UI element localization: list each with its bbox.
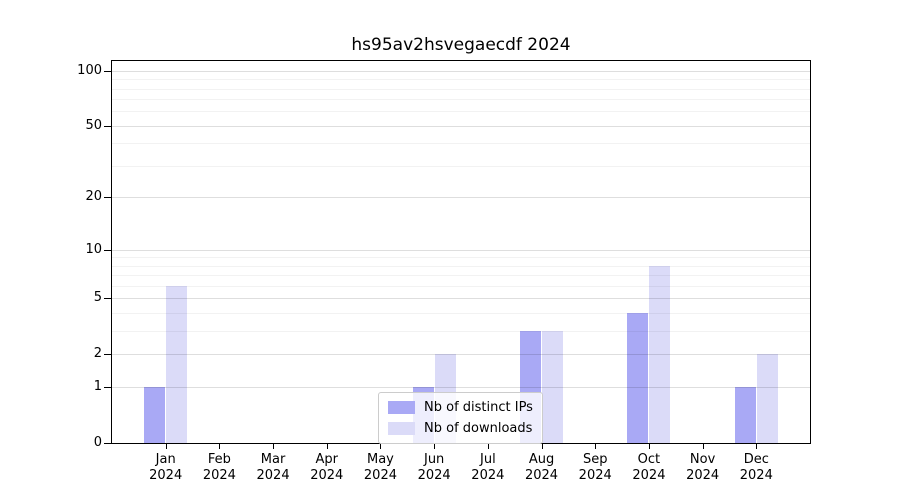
x-tick-label-aug: Aug 2024 bbox=[524, 452, 559, 483]
y-tick-label-1: 1 bbox=[93, 379, 102, 395]
y-tick-mark-50 bbox=[104, 125, 111, 127]
legend-swatch-distinct-ips bbox=[388, 401, 415, 414]
gridline-major-10 bbox=[112, 249, 810, 251]
x-tick-label-jun: Jun 2024 bbox=[417, 452, 451, 483]
x-tick-label-jan: Jan 2024 bbox=[149, 452, 183, 483]
x-tick-mark-jun bbox=[434, 444, 436, 449]
gridline-minor-30 bbox=[112, 166, 810, 168]
gridline-minor-4 bbox=[112, 313, 810, 315]
gridline-minor-7 bbox=[112, 275, 810, 277]
legend-row-downloads: Nb of downloads bbox=[388, 420, 533, 437]
bar-distinct-ips-oct bbox=[627, 313, 649, 443]
gridline-minor-40 bbox=[112, 143, 810, 145]
y-tick-label-100: 100 bbox=[77, 62, 102, 78]
y-tick-mark-2 bbox=[104, 354, 111, 356]
y-tick-mark-1 bbox=[104, 387, 111, 389]
gridline-minor-70 bbox=[112, 99, 810, 101]
x-tick-label-oct: Oct 2024 bbox=[632, 452, 666, 483]
x-tick-label-apr: Apr 2024 bbox=[310, 452, 344, 483]
x-tick-label-sep: Sep 2024 bbox=[578, 452, 612, 483]
bar-downloads-dec bbox=[756, 354, 778, 443]
x-tick-label-may: May 2024 bbox=[363, 452, 397, 483]
bar-downloads-jan bbox=[166, 286, 188, 443]
x-tick-mark-jul bbox=[487, 444, 489, 449]
legend: Nb of distinct IPs Nb of downloads bbox=[378, 392, 543, 444]
gridline-minor-6 bbox=[112, 286, 810, 288]
x-tick-mark-oct bbox=[648, 444, 650, 449]
gridline-major-20 bbox=[112, 197, 810, 199]
x-tick-label-jul: Jul 2024 bbox=[471, 452, 505, 483]
y-tick-mark-100 bbox=[104, 70, 111, 72]
y-tick-label-20: 20 bbox=[85, 189, 102, 205]
x-tick-mark-may bbox=[380, 444, 382, 449]
x-tick-label-dec: Dec 2024 bbox=[739, 452, 773, 483]
bar-distinct-ips-dec bbox=[734, 387, 756, 443]
y-tick-label-0: 0 bbox=[93, 435, 102, 450]
y-tick-label-50: 50 bbox=[85, 117, 102, 133]
y-tick-mark-0 bbox=[104, 443, 111, 444]
gridline-minor-9 bbox=[112, 257, 810, 259]
x-tick-label-nov: Nov 2024 bbox=[686, 452, 720, 483]
x-tick-label-feb: Feb 2024 bbox=[202, 452, 236, 483]
y-tick-mark-20 bbox=[104, 197, 111, 199]
gridline-minor-3 bbox=[112, 331, 810, 333]
x-tick-mark-feb bbox=[219, 444, 221, 449]
y-tick-mark-10 bbox=[104, 249, 111, 251]
chart-title: hs95av2hsvegaecdf 2024 bbox=[351, 35, 571, 55]
gridline-minor-60 bbox=[112, 111, 810, 113]
gridline-major-50 bbox=[112, 125, 810, 127]
x-tick-mark-nov bbox=[702, 444, 704, 449]
y-tick-label-5: 5 bbox=[93, 290, 102, 306]
bar-distinct-ips-jan bbox=[144, 387, 166, 443]
x-tick-mark-mar bbox=[273, 444, 275, 449]
x-tick-mark-sep bbox=[595, 444, 597, 449]
legend-row-distinct-ips: Nb of distinct IPs bbox=[388, 399, 533, 416]
gridline-major-2 bbox=[112, 354, 810, 356]
gridline-minor-90 bbox=[112, 79, 810, 81]
x-tick-mark-aug bbox=[541, 444, 543, 449]
y-tick-label-10: 10 bbox=[85, 241, 102, 257]
y-tick-label-2: 2 bbox=[93, 346, 102, 362]
legend-label-distinct-ips: Nb of distinct IPs bbox=[424, 400, 533, 415]
x-tick-label-mar: Mar 2024 bbox=[256, 452, 290, 483]
plot-area bbox=[111, 60, 811, 444]
x-tick-mark-jan bbox=[165, 444, 167, 449]
gridline-minor-8 bbox=[112, 265, 810, 267]
x-tick-mark-apr bbox=[326, 444, 328, 449]
x-tick-mark-dec bbox=[756, 444, 758, 449]
legend-label-downloads: Nb of downloads bbox=[424, 421, 533, 436]
gridline-major-100 bbox=[112, 70, 810, 72]
gridline-minor-80 bbox=[112, 88, 810, 90]
gridline-major-1 bbox=[112, 387, 810, 389]
y-tick-mark-5 bbox=[104, 298, 111, 300]
gridline-major-5 bbox=[112, 298, 810, 300]
bar-downloads-aug bbox=[542, 331, 564, 443]
legend-swatch-downloads bbox=[388, 422, 415, 435]
bar-downloads-oct bbox=[649, 265, 671, 443]
